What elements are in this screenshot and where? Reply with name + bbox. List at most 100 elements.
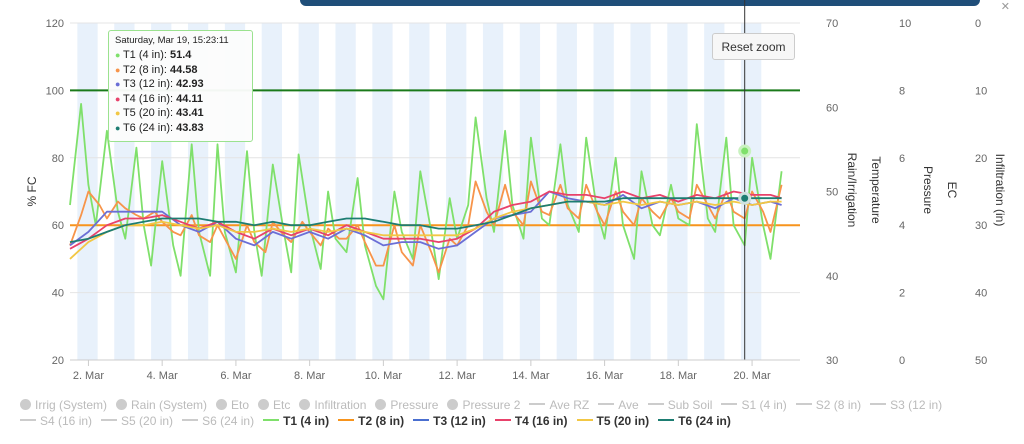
reset-zoom-button[interactable]: Reset zoom [712,33,795,60]
legend-item[interactable]: S4 (16 in) [20,413,92,429]
legend-item[interactable]: T3 (12 in) [413,413,486,429]
secondary-tick-label: 60 [826,102,838,114]
legend-circle-icon [299,399,311,410]
legend-line-icon [870,403,887,405]
top-banner [300,0,980,6]
legend-item[interactable]: Eto [216,397,249,413]
legend-label: S5 (20 in) [121,414,174,428]
legend-item[interactable]: Etc [258,397,290,413]
tooltip-header: Saturday, Mar 19, 15:23:11 [115,35,229,46]
legend-label: S4 (16 in) [40,414,93,428]
night-band [446,23,467,360]
secondary-tick-label: 0 [975,18,981,30]
tooltip-value: 51.4 [170,49,192,61]
tooltip-dot-icon: ● [115,108,123,118]
legend-item[interactable]: Pressure 2 [447,397,520,413]
tooltip-row: ● T5 (20 in): 43.41 [115,106,246,121]
legend-item[interactable]: Sub Soil [647,397,712,413]
legend-item[interactable]: T2 (8 in) [338,413,404,429]
x-tick-label: 16. Mar [586,370,624,382]
tooltip-dot-icon: ● [115,122,123,133]
tooltip-value: 44.11 [176,92,204,105]
legend-item[interactable]: T4 (16 in) [494,413,568,429]
secondary-tick-label: 8 [899,85,905,97]
legend-label: T6 (24 in) [678,414,731,428]
legend-label: Rain (System) [131,398,208,412]
legend-item[interactable]: Pressure [375,397,438,413]
y-tick-label: 40 [52,288,64,300]
secondary-tick-label: 4 [899,220,905,232]
secondary-axis-title: Temperature [869,156,883,224]
secondary-tick-label: 70 [826,18,838,30]
legend-line-icon [658,419,675,421]
legend-circle-icon [258,399,270,410]
legend-item[interactable]: S3 (12 in) [870,397,942,413]
night-band [667,23,688,360]
legend-item[interactable]: S5 (20 in) [101,413,173,429]
legend-line-icon [795,403,812,405]
legend-line-icon [529,403,546,405]
series-lines [69,103,783,301]
y-tick-label: 60 [52,220,64,232]
tooltip-dot-icon: ● [115,79,123,89]
secondary-tick-label: 2 [899,288,905,300]
legend-label: Etc [273,398,291,412]
legend-item[interactable]: T5 (20 in) [576,413,650,429]
legend-item[interactable]: T6 (24 in) [658,413,731,429]
legend-item[interactable]: Irrig (System) [20,397,107,413]
legend-item[interactable]: S1 (4 in) [721,397,787,413]
legend-label: Ave [618,398,639,412]
legend-line-icon [647,403,664,405]
legend-line-icon [598,403,615,405]
legend-item[interactable]: Rain (System) [116,397,207,413]
series-line-t6 [69,197,782,243]
legend-label: Eto [231,398,250,412]
legend-label: Infiltration [314,398,367,412]
legend-item[interactable]: Ave RZ [529,397,589,413]
secondary-axis-title: EC [945,182,959,199]
tooltip-row: ● T6 (24 in): 43.83 [115,121,246,136]
x-tick-label: 6. Mar [220,370,252,382]
legend-label: Pressure [390,398,439,412]
tooltip-value: 43.83 [176,121,204,134]
legend-label: T4 (16 in) [514,414,568,428]
night-band [741,23,762,360]
night-band [298,23,319,360]
night-bands [77,23,762,360]
legend-label: T3 (12 in) [433,414,486,428]
tooltip-label: T2 (8 in): [122,63,171,76]
x-tick-label: 4. Mar [147,370,179,382]
legend-item[interactable]: T1 (4 in) [263,413,329,429]
night-band [335,23,356,360]
legend-line-icon [101,419,118,421]
legend-label: S6 (24 in) [202,414,255,428]
tooltip-label: T5 (20 in): [122,107,177,119]
hover-marker-t6 [738,191,752,205]
y-tick-label: 100 [46,85,64,97]
secondary-tick-label: 30 [975,220,987,232]
tooltip-label: T6 (24 in): [122,121,177,134]
legend-item[interactable]: S2 (8 in) [795,397,861,413]
legend-item[interactable]: S6 (24 in) [182,413,254,429]
y-axis-title: % FC [25,176,39,206]
secondary-tick-label: 10 [975,85,987,97]
legend-line-icon [20,419,36,421]
tooltip-dot-icon: ● [115,93,123,104]
series-line-t5 [69,200,782,260]
legend-label: T5 (20 in) [596,414,650,428]
legend-line-icon [494,419,511,421]
secondary-tick-label: 20 [975,153,987,165]
x-tick-label: 2. Mar [73,370,105,382]
close-icon[interactable]: ✕ [1000,1,1010,13]
y-tick-label: 80 [52,153,64,165]
legend-item[interactable]: Infiltration [299,397,366,413]
legend-label: T1 (4 in) [283,414,330,428]
legend-label: S1 (4 in) [741,398,787,412]
x-tick-label: 20. Mar [733,370,771,382]
legend-line-icon [338,419,355,421]
legend-item[interactable]: Ave [598,397,639,413]
tooltip-label: T4 (16 in): [122,92,177,105]
tooltip-dot-icon: ● [115,50,123,60]
